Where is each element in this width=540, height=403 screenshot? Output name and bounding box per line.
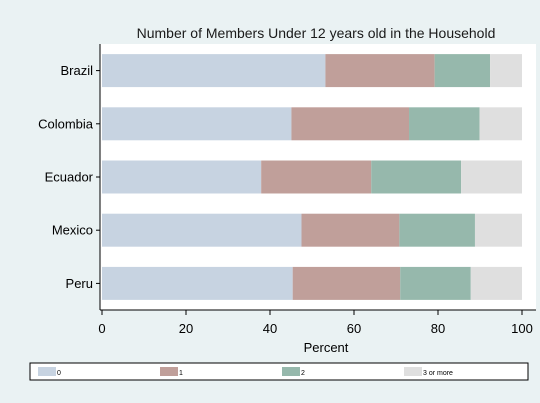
- bar-segment-brazil-1: [102, 54, 326, 88]
- bars-layer: [102, 54, 522, 300]
- bar-segment-peru-4: [470, 266, 522, 300]
- y-tick-label: Mexico: [52, 223, 93, 238]
- bar-segment-mexico-3: [399, 213, 475, 247]
- x-tick-label: 20: [179, 321, 193, 336]
- chart-title: Number of Members Under 12 years old in …: [137, 25, 496, 41]
- y-tick-label: Brazil: [60, 63, 93, 78]
- x-axis-ticks: 0 20 40 60 80 100: [98, 310, 533, 336]
- legend-swatch: [38, 367, 56, 376]
- bar-segment-ecuador-1: [102, 160, 262, 194]
- legend-label: 0: [57, 370, 61, 377]
- bar-segment-colombia-2: [291, 107, 410, 141]
- x-tick-label: 40: [263, 321, 277, 336]
- x-tick-label: 100: [511, 321, 533, 336]
- legend-swatch: [404, 367, 422, 376]
- bar-segment-brazil-3: [434, 54, 491, 88]
- legend-label: 2: [301, 370, 305, 377]
- bar-segment-colombia-3: [409, 107, 480, 141]
- bar-segment-brazil-2: [325, 54, 435, 88]
- y-tick-label: Ecuador: [45, 170, 94, 185]
- y-tick-label: Peru: [66, 276, 93, 291]
- bar-segment-ecuador-3: [371, 160, 462, 194]
- legend-label: 3 or more: [423, 370, 453, 377]
- bar-segment-colombia-1: [102, 107, 292, 141]
- x-tick-label: 60: [347, 321, 361, 336]
- bar-segment-peru-2: [292, 266, 401, 300]
- bar-segment-ecuador-4: [461, 160, 522, 194]
- bar-segment-mexico-2: [301, 213, 400, 247]
- x-axis-label: Percent: [304, 340, 349, 355]
- legend-label: 1: [179, 370, 183, 377]
- bar-segment-mexico-4: [474, 213, 522, 247]
- x-tick-label: 80: [431, 321, 445, 336]
- x-tick-label: 0: [98, 321, 105, 336]
- bar-segment-colombia-4: [479, 107, 522, 141]
- legend-swatch: [282, 367, 300, 376]
- bar-segment-brazil-4: [490, 54, 522, 88]
- y-tick-label: Colombia: [38, 116, 94, 131]
- bar-segment-ecuador-2: [261, 160, 372, 194]
- legend-swatch: [160, 367, 178, 376]
- y-axis-ticks: Brazil Colombia Ecuador Mexico Peru: [38, 63, 100, 291]
- legend-box: [29, 362, 529, 381]
- bar-segment-peru-1: [102, 266, 293, 300]
- bar-segment-mexico-1: [102, 213, 302, 247]
- bar-segment-peru-3: [400, 266, 471, 300]
- legend: 0 1 2 3 or more: [29, 362, 529, 381]
